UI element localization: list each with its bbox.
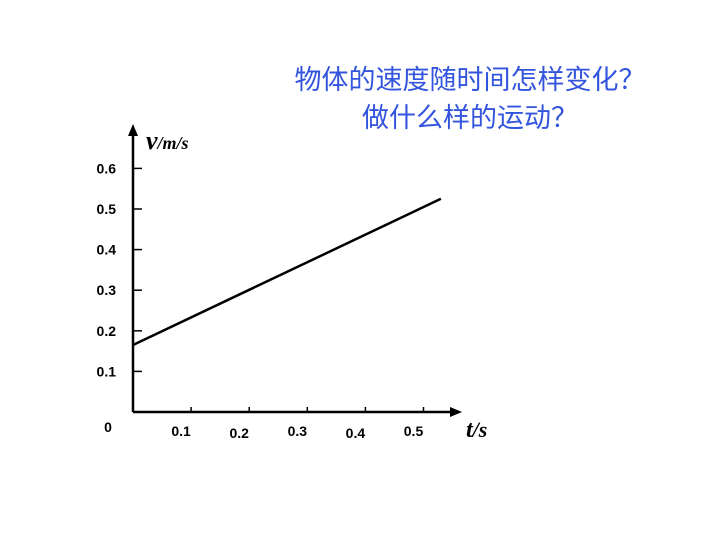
x-tick-label: 0.3	[288, 423, 308, 439]
x-axis-label: t/s	[466, 417, 487, 443]
x-tick-label: 0.1	[171, 423, 191, 439]
ticks: 0.1 0.2 0.3 0.4 0.5 0.1 0.2 0.3 0.4 0.5 0.6	[97, 160, 425, 441]
y-tick-label: 0.3	[97, 282, 117, 298]
y-tick-label: 0.5	[97, 201, 117, 217]
x-axis-arrow	[450, 407, 462, 417]
y-axis-symbol: v	[146, 126, 158, 155]
y-tick-label: 0.1	[97, 363, 117, 379]
x-tick-label: 0.4	[346, 425, 366, 441]
axes	[128, 124, 462, 417]
question-line-2: 做什么样的运动？	[362, 103, 578, 134]
origin-label: 0	[104, 419, 112, 435]
y-axis-label: v/m/s	[146, 126, 189, 155]
x-axis-unit: /s	[471, 417, 488, 442]
x-axis-symbol: t	[466, 417, 474, 443]
y-axis-unit: /m/s	[156, 133, 189, 153]
y-axis-arrow	[128, 124, 138, 136]
x-tick-label: 0.2	[229, 425, 249, 441]
velocity-line	[132, 197, 442, 347]
y-tick-label: 0.2	[97, 323, 117, 339]
x-tick-label: 0.5	[404, 423, 424, 439]
question-line-1: 物体的速度随时间怎样变化？	[294, 65, 646, 96]
axis-labels: v/m/s t/s 0	[104, 126, 487, 443]
y-tick-label: 0.4	[97, 242, 117, 258]
series	[132, 197, 442, 347]
y-tick-label: 0.6	[97, 160, 117, 176]
question-text: 物体的速度随时间怎样变化？ 做什么样的运动？	[250, 62, 690, 138]
